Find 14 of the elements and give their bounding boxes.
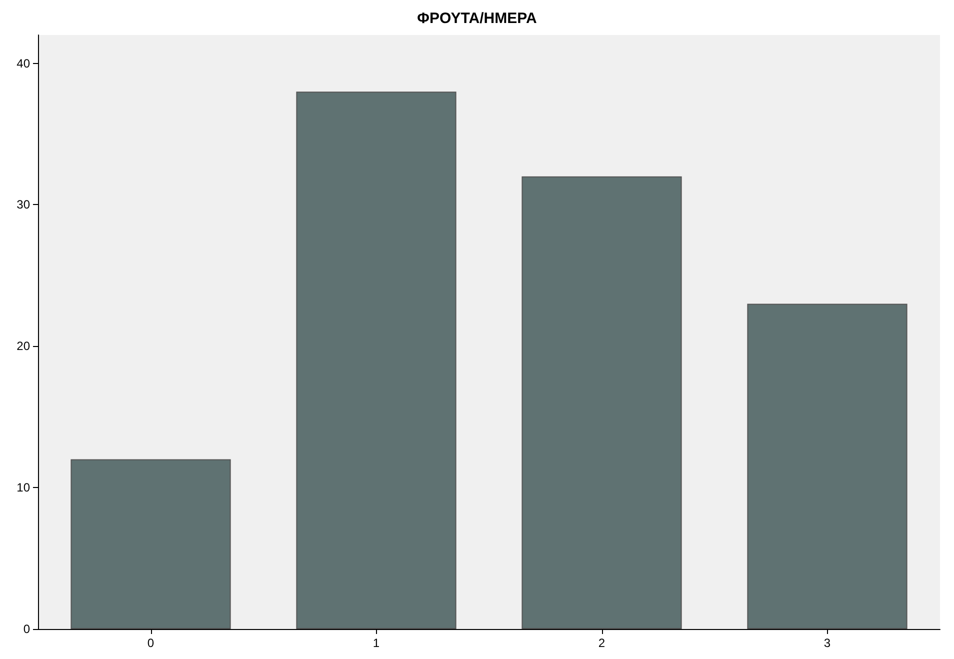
y-tick-label: 30: [16, 198, 30, 212]
y-tick-label: 0: [23, 622, 30, 636]
y-tick-label: 40: [16, 56, 30, 70]
bar: [296, 92, 456, 629]
x-tick-label: 0: [147, 636, 154, 650]
y-tick-label: 10: [16, 480, 30, 495]
bar: [70, 459, 231, 629]
x-tick-label: 3: [824, 636, 831, 650]
bar: [522, 176, 682, 629]
x-tick-label: 2: [598, 636, 606, 650]
y-tick-label: 20: [16, 339, 30, 354]
bar: [747, 304, 908, 629]
x-tick-label: 1: [372, 636, 380, 650]
chart-title: ΦΡΟΥΤΑ/ΗΜΕΡΑ: [417, 10, 537, 27]
